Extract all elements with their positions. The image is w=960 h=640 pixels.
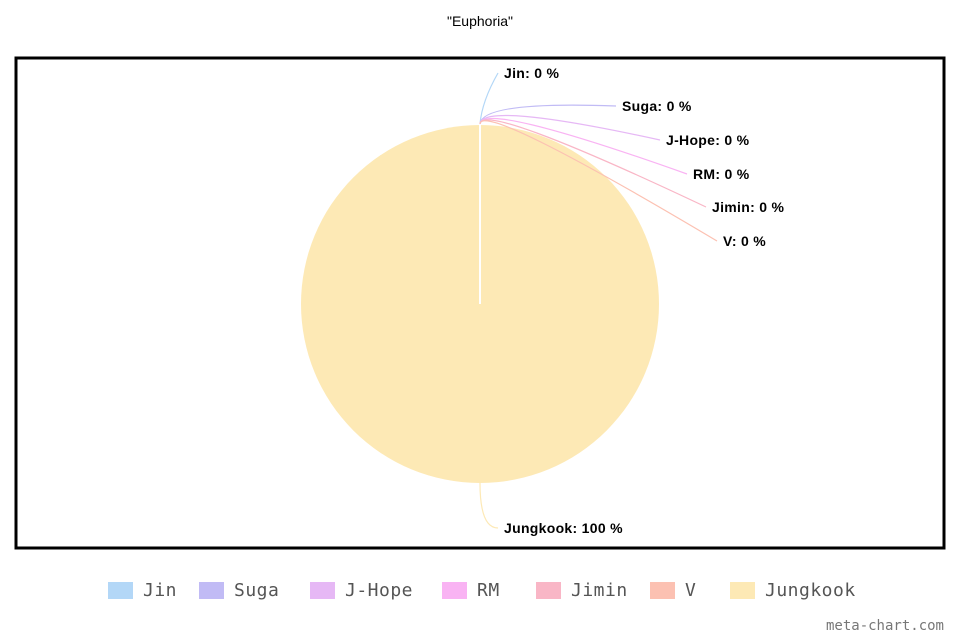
legend-swatch [199, 581, 224, 599]
legend-item-jungkook[interactable]: Jungkook [730, 576, 856, 604]
leader-line-jungkook [479, 482, 499, 529]
legend-item-suga[interactable]: Suga [199, 576, 279, 604]
data-label-j-hope: J-Hope: 0 % [666, 132, 750, 148]
legend-swatch [310, 581, 335, 599]
label-leader-lines [479, 72, 718, 529]
legend-item-jimin[interactable]: Jimin [536, 576, 628, 604]
data-label-jimin: Jimin: 0 % [712, 199, 784, 215]
data-labels: Jin: 0 % Suga: 0 % J-Hope: 0 % RM: 0 % Jimin… [504, 65, 784, 536]
chart-title: "Euphoria" [447, 13, 513, 29]
legend-label: Jin [143, 579, 178, 601]
pie-slices [301, 125, 659, 483]
legend-label: Jungkook [765, 579, 856, 601]
leader-line-v [479, 120, 718, 242]
data-label-v: V: 0 % [723, 233, 766, 249]
legend-item-v[interactable]: V [650, 576, 696, 604]
data-label-jin: Jin: 0 % [504, 65, 560, 81]
legend-swatch [650, 581, 675, 599]
legend-label: RM [477, 579, 500, 601]
watermark: meta-chart.com [825, 618, 944, 634]
legend-item-rm[interactable]: RM [442, 576, 500, 604]
data-label-suga: Suga: 0 % [622, 98, 692, 114]
legend-swatch [108, 581, 133, 599]
leader-line-jin [479, 72, 499, 125]
legend-label: V [685, 579, 697, 601]
legend-label: Suga [234, 579, 280, 601]
legend-swatch [730, 581, 755, 599]
legend: Jin Suga J-Hope RM Jimin V Jungkook [0, 576, 960, 606]
pie-chart: "Euphoria" Jin: 0 % Suga: 0 % J-Hope: 0 % R… [14, 13, 946, 550]
legend-swatch [536, 581, 561, 599]
data-label-rm: RM: 0 % [693, 166, 750, 182]
data-label-jungkook: Jungkook: 100 % [504, 520, 623, 536]
legend-item-j-hope[interactable]: J-Hope [310, 576, 413, 604]
legend-label: J-Hope [345, 579, 414, 601]
legend-label: Jimin [571, 579, 628, 601]
legend-swatch [442, 581, 467, 599]
legend-item-jin[interactable]: Jin [108, 576, 177, 604]
